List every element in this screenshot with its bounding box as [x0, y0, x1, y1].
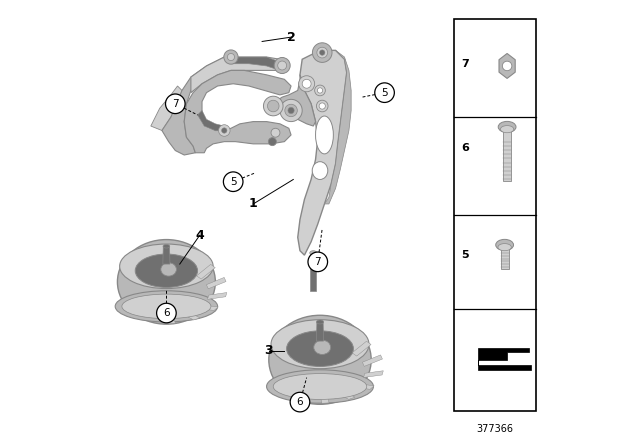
- Ellipse shape: [267, 370, 373, 403]
- Circle shape: [312, 43, 332, 62]
- Circle shape: [268, 100, 279, 112]
- Circle shape: [278, 61, 287, 70]
- Ellipse shape: [310, 251, 317, 255]
- Polygon shape: [362, 355, 383, 366]
- Circle shape: [221, 128, 227, 133]
- Circle shape: [274, 57, 290, 73]
- Ellipse shape: [269, 315, 371, 404]
- Circle shape: [264, 96, 283, 116]
- Ellipse shape: [314, 340, 331, 354]
- Circle shape: [302, 79, 311, 88]
- Polygon shape: [184, 70, 291, 153]
- Text: 1: 1: [249, 198, 257, 211]
- Circle shape: [218, 125, 230, 136]
- Polygon shape: [364, 371, 383, 378]
- Polygon shape: [196, 264, 215, 279]
- Ellipse shape: [120, 244, 213, 289]
- Ellipse shape: [287, 331, 353, 366]
- Circle shape: [166, 94, 185, 114]
- Polygon shape: [184, 313, 200, 320]
- Ellipse shape: [500, 125, 514, 133]
- Polygon shape: [321, 396, 329, 403]
- Polygon shape: [231, 57, 284, 70]
- Polygon shape: [199, 305, 218, 310]
- Text: 5: 5: [381, 88, 388, 98]
- Circle shape: [319, 50, 325, 55]
- Text: 6: 6: [461, 143, 470, 153]
- Circle shape: [319, 103, 325, 109]
- Polygon shape: [310, 253, 316, 291]
- Text: 4: 4: [195, 228, 204, 241]
- Circle shape: [268, 138, 276, 146]
- Circle shape: [317, 88, 323, 93]
- Circle shape: [157, 303, 176, 323]
- Ellipse shape: [161, 263, 177, 276]
- Circle shape: [316, 100, 328, 112]
- Text: 7: 7: [172, 99, 179, 109]
- Ellipse shape: [498, 244, 511, 251]
- Text: 6: 6: [163, 308, 170, 318]
- Polygon shape: [499, 53, 515, 78]
- Text: 3: 3: [264, 345, 273, 358]
- Circle shape: [317, 47, 328, 58]
- Circle shape: [299, 76, 315, 92]
- Polygon shape: [207, 293, 227, 299]
- Ellipse shape: [316, 116, 333, 154]
- Circle shape: [224, 50, 238, 64]
- FancyBboxPatch shape: [454, 19, 536, 411]
- Polygon shape: [191, 57, 284, 93]
- Text: 7: 7: [461, 59, 469, 69]
- Polygon shape: [352, 341, 371, 356]
- Polygon shape: [273, 75, 316, 126]
- Circle shape: [280, 99, 302, 121]
- Polygon shape: [503, 129, 511, 181]
- Ellipse shape: [271, 320, 369, 369]
- Polygon shape: [355, 384, 374, 389]
- Ellipse shape: [312, 162, 328, 180]
- Ellipse shape: [316, 320, 324, 324]
- Text: 6: 6: [297, 397, 303, 407]
- Text: 5: 5: [230, 177, 237, 187]
- Circle shape: [271, 128, 280, 137]
- Polygon shape: [339, 392, 355, 399]
- Polygon shape: [298, 50, 347, 255]
- Ellipse shape: [498, 121, 516, 133]
- Text: 7: 7: [314, 257, 321, 267]
- Polygon shape: [162, 57, 231, 155]
- Ellipse shape: [117, 240, 216, 324]
- Text: 377366: 377366: [476, 424, 513, 434]
- Polygon shape: [478, 348, 531, 370]
- Polygon shape: [324, 50, 351, 204]
- Text: 2: 2: [287, 30, 296, 43]
- Ellipse shape: [115, 291, 218, 322]
- Circle shape: [375, 83, 394, 103]
- Ellipse shape: [496, 239, 513, 250]
- Circle shape: [223, 172, 243, 191]
- Polygon shape: [207, 277, 226, 289]
- Ellipse shape: [122, 294, 211, 319]
- Polygon shape: [500, 247, 509, 268]
- Circle shape: [308, 252, 328, 271]
- Circle shape: [285, 104, 298, 116]
- Ellipse shape: [163, 245, 170, 248]
- Polygon shape: [166, 317, 175, 323]
- Polygon shape: [151, 86, 182, 130]
- Circle shape: [315, 85, 325, 96]
- Polygon shape: [198, 111, 224, 130]
- Polygon shape: [163, 246, 170, 264]
- Ellipse shape: [273, 374, 367, 400]
- Circle shape: [288, 108, 294, 114]
- Text: 5: 5: [461, 250, 469, 260]
- Polygon shape: [316, 322, 324, 341]
- Circle shape: [502, 61, 512, 71]
- Circle shape: [227, 53, 234, 60]
- Circle shape: [290, 392, 310, 412]
- Ellipse shape: [135, 254, 198, 288]
